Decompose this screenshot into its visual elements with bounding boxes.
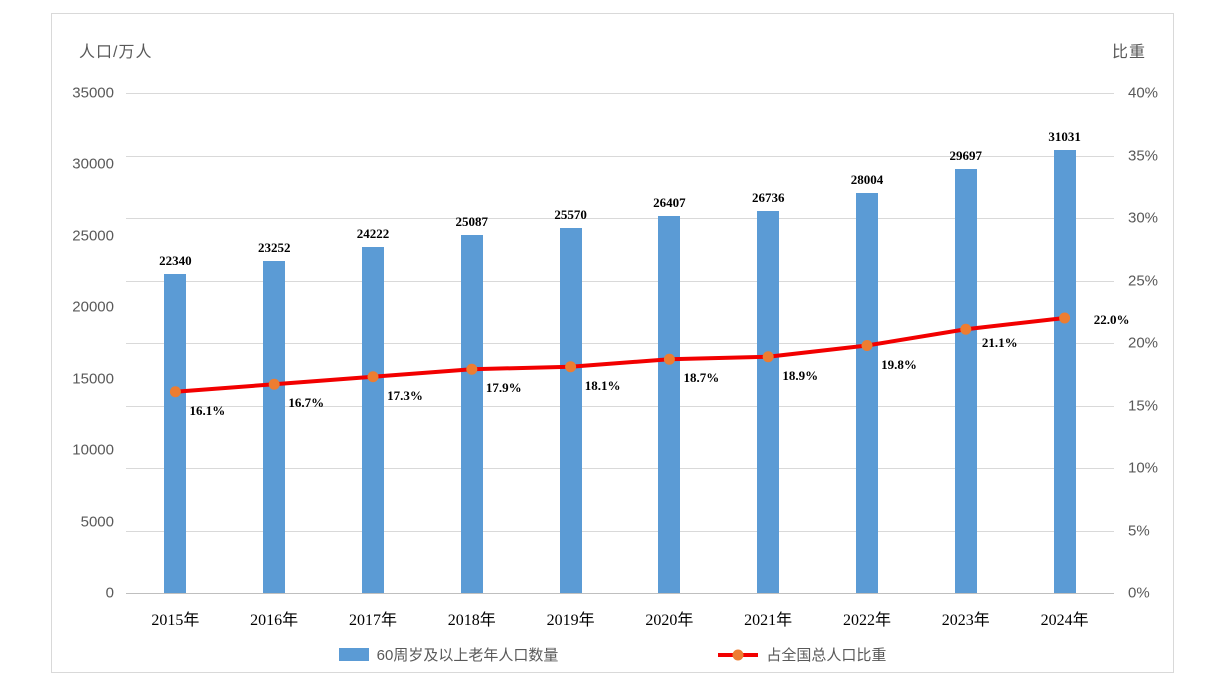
line-value-label: 19.8% [881, 356, 917, 372]
x-axis-tick-label: 2020年 [645, 612, 694, 629]
gridline [126, 280, 1114, 282]
line-marker [169, 386, 181, 398]
gridline [126, 468, 1114, 469]
line-value-label: 16.7% [288, 395, 325, 411]
right-axis-tick-label: 25% [1128, 272, 1159, 289]
right-axis-tick-label: 35% [1128, 147, 1159, 164]
x-axis-tick-label: 2019年 [546, 612, 595, 629]
gridline [126, 218, 1114, 219]
bar-2020年 [658, 215, 681, 593]
right-axis-tick-label: 0% [1128, 584, 1150, 602]
bar-value-label: 28004 [850, 171, 884, 187]
legend-item-bar-series: 60周岁及以上老年人口数量 [338, 644, 559, 665]
chart-frame: 人口/万人 比重 22340 23252 24222 25087 25570 26407 2… [51, 13, 1174, 673]
bar-series-swatch-icon [338, 648, 369, 661]
plot-area: 22340 23252 24222 25087 25570 26407 26736 28004… [126, 93, 1129, 594]
right-axis-tick-label: 30% [1128, 209, 1159, 227]
left-axis-tick-label: 30000 [72, 155, 114, 173]
legend: 60周岁及以上老年人口数量 占全国总人口比重 [52, 644, 1173, 665]
bar-2021年 [757, 211, 780, 593]
x-axis-tick-label: 2022年 [842, 612, 892, 629]
left-axis-tick-label: 35000 [72, 84, 114, 102]
line-value-label: 18.1% [584, 377, 621, 393]
line-series-swatch-icon [718, 649, 759, 661]
bar-series-label: 60周岁及以上老年人口数量 [376, 647, 559, 664]
x-axis-tick-label: 2024年 [1040, 612, 1089, 629]
x-axis-tick-label: 2017年 [348, 612, 398, 629]
bar-2017年 [362, 246, 384, 593]
line-value-label: 18.7% [683, 370, 720, 386]
left-axis-tick-label: 15000 [72, 370, 114, 388]
line-marker [1059, 312, 1071, 324]
right-axis-tick-label: 20% [1128, 334, 1159, 352]
gridline [126, 343, 1114, 344]
line-marker [663, 353, 675, 365]
ratio-line-series [169, 312, 1071, 398]
line-series-label: 占全国总人口比重 [766, 647, 887, 664]
line-marker [861, 340, 873, 351]
line-marker [268, 378, 280, 390]
bar-value-label: 25087 [455, 213, 489, 229]
gridline [126, 405, 1114, 407]
left-axis-tick-label: 5000 [80, 513, 114, 531]
bar-2024年 [1053, 149, 1076, 593]
x-axis-tick-label: 2018年 [447, 612, 496, 629]
bar-value-label: 26736 [751, 190, 785, 206]
bar-2018年 [460, 234, 483, 593]
gridline [126, 155, 1114, 157]
bar-value-label: 25570 [554, 206, 587, 222]
bar-2019年 [559, 227, 582, 593]
line-value-label: 18.9% [782, 367, 819, 383]
gridline [126, 93, 1114, 94]
line-value-label: 17.3% [387, 387, 423, 403]
left-axis-tick-label: 10000 [72, 441, 114, 459]
x-axis-tick-label: 2016年 [250, 612, 299, 629]
bar-2015年 [164, 273, 187, 593]
bar-2016年 [263, 260, 286, 593]
bar-2022年 [856, 192, 878, 593]
x-axis-tick-label: 2023年 [941, 612, 990, 629]
line-value-label: 22.0% [1093, 312, 1130, 327]
bar-value-label: 29697 [949, 147, 983, 163]
line-marker [565, 361, 577, 373]
left-axis-tick-label: 25000 [72, 227, 114, 245]
line-value-label: 16.1% [189, 402, 226, 418]
legend-item-line-series: 占全国总人口比重 [718, 644, 886, 665]
bar-value-label: 22340 [159, 252, 192, 268]
right-axis-tick-label: 15% [1128, 397, 1159, 414]
x-axis-tick-label: 2015年 [151, 612, 200, 629]
bar-2023年 [954, 168, 977, 593]
left-axis-title: 人口/万人 [79, 44, 153, 61]
line-marker [466, 363, 478, 375]
bar-value-label: 31031 [1048, 128, 1081, 144]
bar-value-label: 23252 [257, 239, 291, 255]
gridline [126, 530, 1114, 532]
line-marker [762, 351, 774, 363]
ratio-line [173, 316, 1067, 394]
right-axis-tick-label: 40% [1128, 84, 1159, 102]
line-marker [367, 371, 379, 383]
bar-value-label: 24222 [356, 225, 390, 241]
bar-value-label: 26407 [653, 194, 686, 210]
right-axis-tick-label: 10% [1128, 459, 1159, 477]
line-value-label: 21.1% [981, 335, 1018, 351]
line-marker [960, 323, 972, 335]
gridline [126, 593, 1114, 594]
right-axis-tick-label: 5% [1128, 522, 1150, 539]
line-value-label: 17.9% [485, 380, 522, 396]
right-axis-title: 比重 [1111, 44, 1146, 61]
x-axis-tick-label: 2021年 [744, 612, 793, 629]
left-axis-tick-label: 0 [105, 584, 114, 602]
left-axis-tick-label: 20000 [72, 298, 114, 316]
